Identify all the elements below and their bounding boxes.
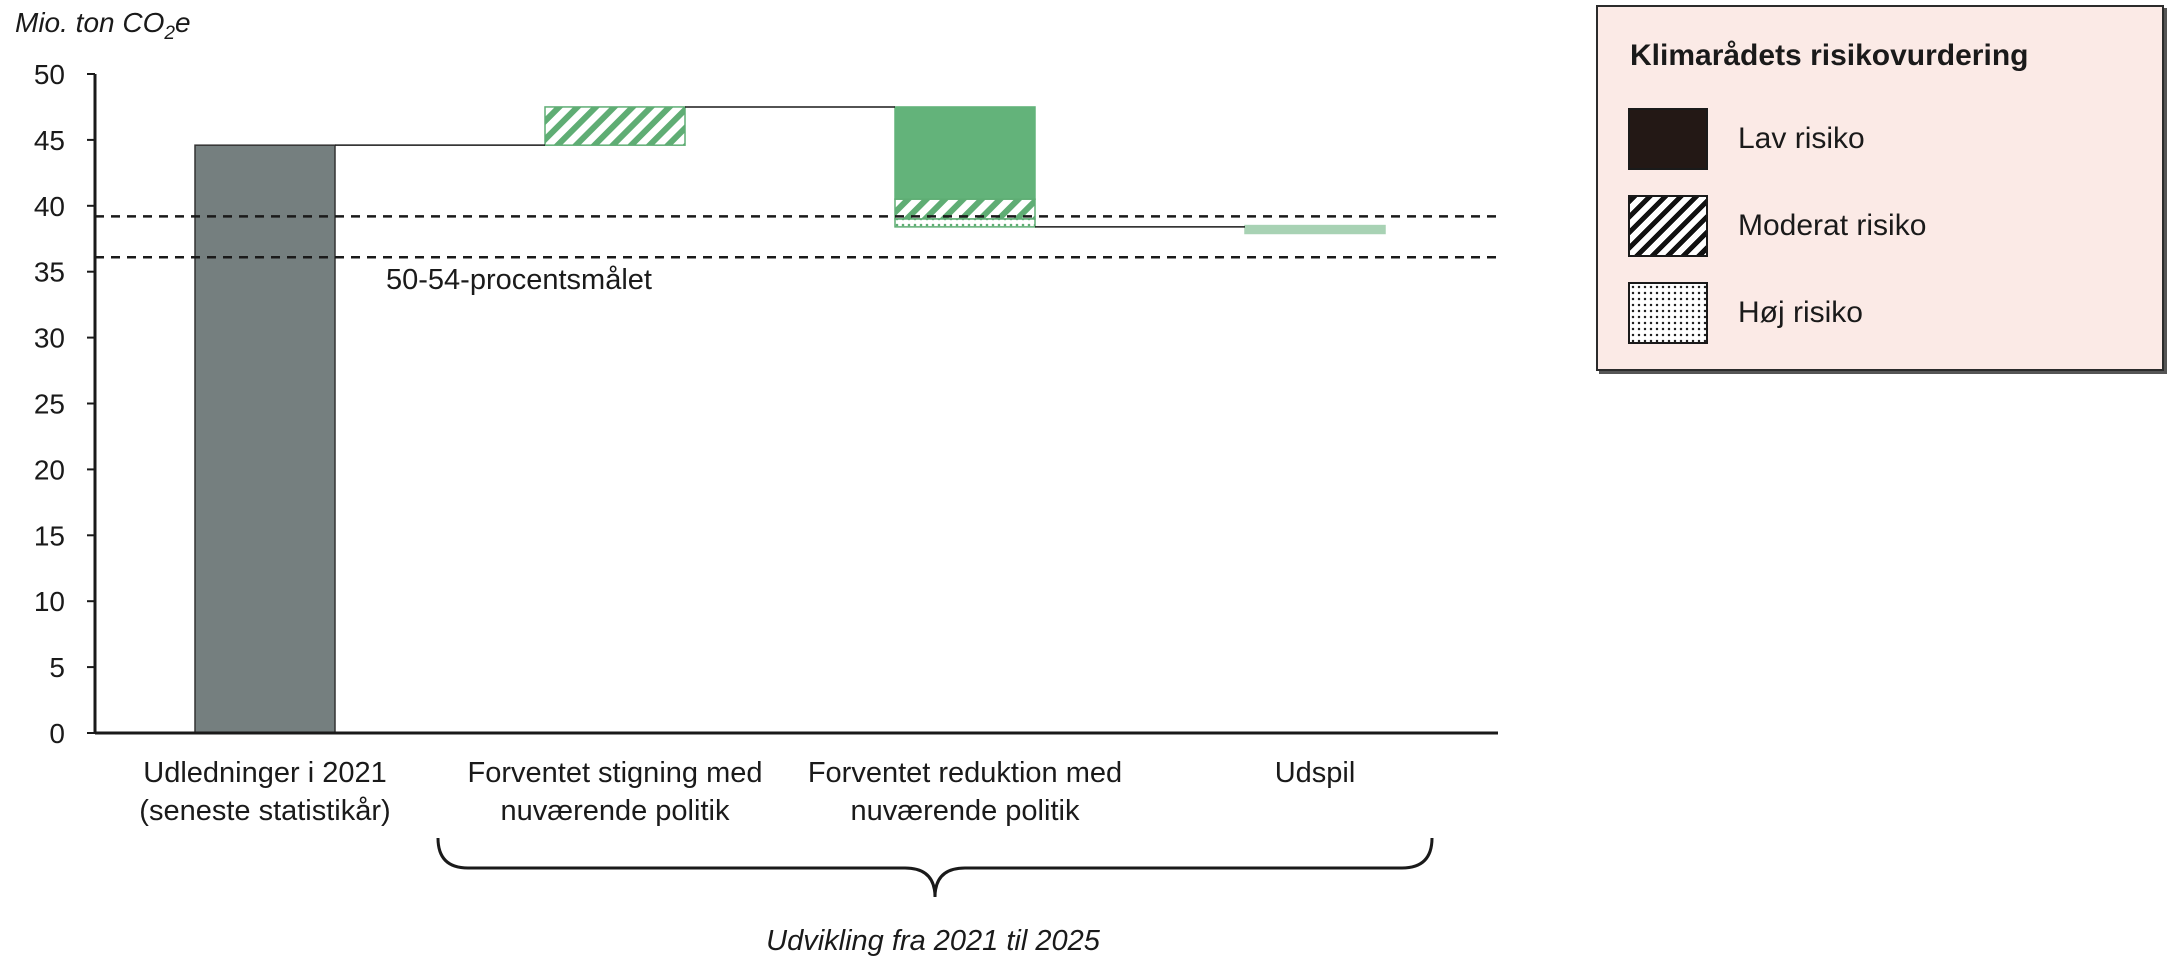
y-tick-label-3: 15: [34, 520, 65, 551]
bars-group: [194, 106, 1386, 734]
legend-label-moderate: Moderat risiko: [1738, 209, 1927, 242]
x-category-label-0: Udledninger i 2021 (seneste statistikår): [139, 757, 390, 827]
reference-lines-group: [95, 215, 1498, 259]
x-category-label-3: Udspil: [1275, 757, 1356, 789]
y-axis: 0 5 10 15 20 25 30 35 40 45 50: [34, 59, 97, 749]
legend-label-high: Høj risiko: [1738, 296, 1863, 329]
bar-segment-0: [194, 144, 336, 734]
legend-swatch-low: [1628, 108, 1708, 170]
connectors-group: [335, 106, 1245, 228]
x-axis: Udledninger i 2021 (seneste statistikår) F…: [95, 731, 1498, 827]
bar-segment-2: [894, 106, 1036, 200]
x-category-label-1: Forventet stigning med nuværende politik: [468, 757, 763, 827]
y-tick-label-5: 25: [34, 389, 65, 420]
bar-segment-4: [894, 218, 1036, 228]
y-tick-label-0: 0: [49, 718, 65, 749]
y-tick-label-8: 40: [34, 191, 65, 222]
legend-swatch-moderate: [1628, 195, 1708, 257]
legend-label-low: Lav risiko: [1738, 122, 1865, 155]
waterfall-chart: Mio. ton CO2e 0 5 10 15 20 25 30 35 40 45 50 Udled…: [15, 7, 1498, 957]
legend: Klimarådets risikovurdering Lav risiko M…: [1596, 5, 2164, 371]
y-tick-label-6: 30: [34, 323, 65, 354]
bar-segment-1: [544, 106, 686, 146]
legend-title: Klimarådets risikovurdering: [1630, 39, 2029, 72]
y-tick-label-1: 5: [49, 652, 65, 683]
y-tick-label-4: 20: [34, 454, 65, 485]
y-tick-label-9: 45: [34, 125, 65, 156]
y-tick-label-10: 50: [34, 59, 65, 90]
bar-segment-5: [1244, 224, 1386, 235]
y-tick-label-7: 35: [34, 257, 65, 288]
brace: [436, 837, 1434, 898]
y-axis-label: Mio. ton CO2e: [15, 7, 191, 44]
legend-swatch-high: [1628, 282, 1708, 344]
x-category-label-2: Forventet reduktion med nuværende politik: [808, 757, 1122, 827]
reference-label: 50-54-procentsmålet: [386, 264, 652, 296]
brace-label: Udvikling fra 2021 til 2025: [766, 925, 1101, 957]
y-tick-label-2: 10: [34, 586, 65, 617]
